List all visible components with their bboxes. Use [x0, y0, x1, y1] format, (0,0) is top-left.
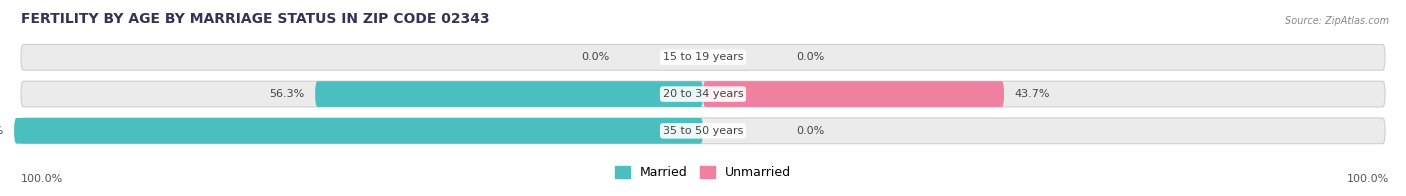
Text: Source: ZipAtlas.com: Source: ZipAtlas.com [1285, 16, 1389, 26]
Text: 0.0%: 0.0% [796, 52, 824, 62]
FancyBboxPatch shape [21, 44, 1385, 70]
Text: 100.0%: 100.0% [0, 126, 4, 136]
FancyBboxPatch shape [14, 118, 703, 144]
FancyBboxPatch shape [315, 81, 703, 107]
Text: 43.7%: 43.7% [1014, 89, 1050, 99]
Text: 100.0%: 100.0% [21, 174, 63, 184]
Text: 0.0%: 0.0% [796, 126, 824, 136]
Legend: Married, Unmarried: Married, Unmarried [610, 161, 796, 184]
FancyBboxPatch shape [21, 81, 1385, 107]
FancyBboxPatch shape [703, 81, 1004, 107]
Text: 15 to 19 years: 15 to 19 years [662, 52, 744, 62]
FancyBboxPatch shape [21, 118, 1385, 144]
Text: 35 to 50 years: 35 to 50 years [662, 126, 744, 136]
Text: FERTILITY BY AGE BY MARRIAGE STATUS IN ZIP CODE 02343: FERTILITY BY AGE BY MARRIAGE STATUS IN Z… [21, 12, 489, 26]
Text: 20 to 34 years: 20 to 34 years [662, 89, 744, 99]
Text: 100.0%: 100.0% [1347, 174, 1389, 184]
Text: 56.3%: 56.3% [270, 89, 305, 99]
Text: 0.0%: 0.0% [582, 52, 610, 62]
